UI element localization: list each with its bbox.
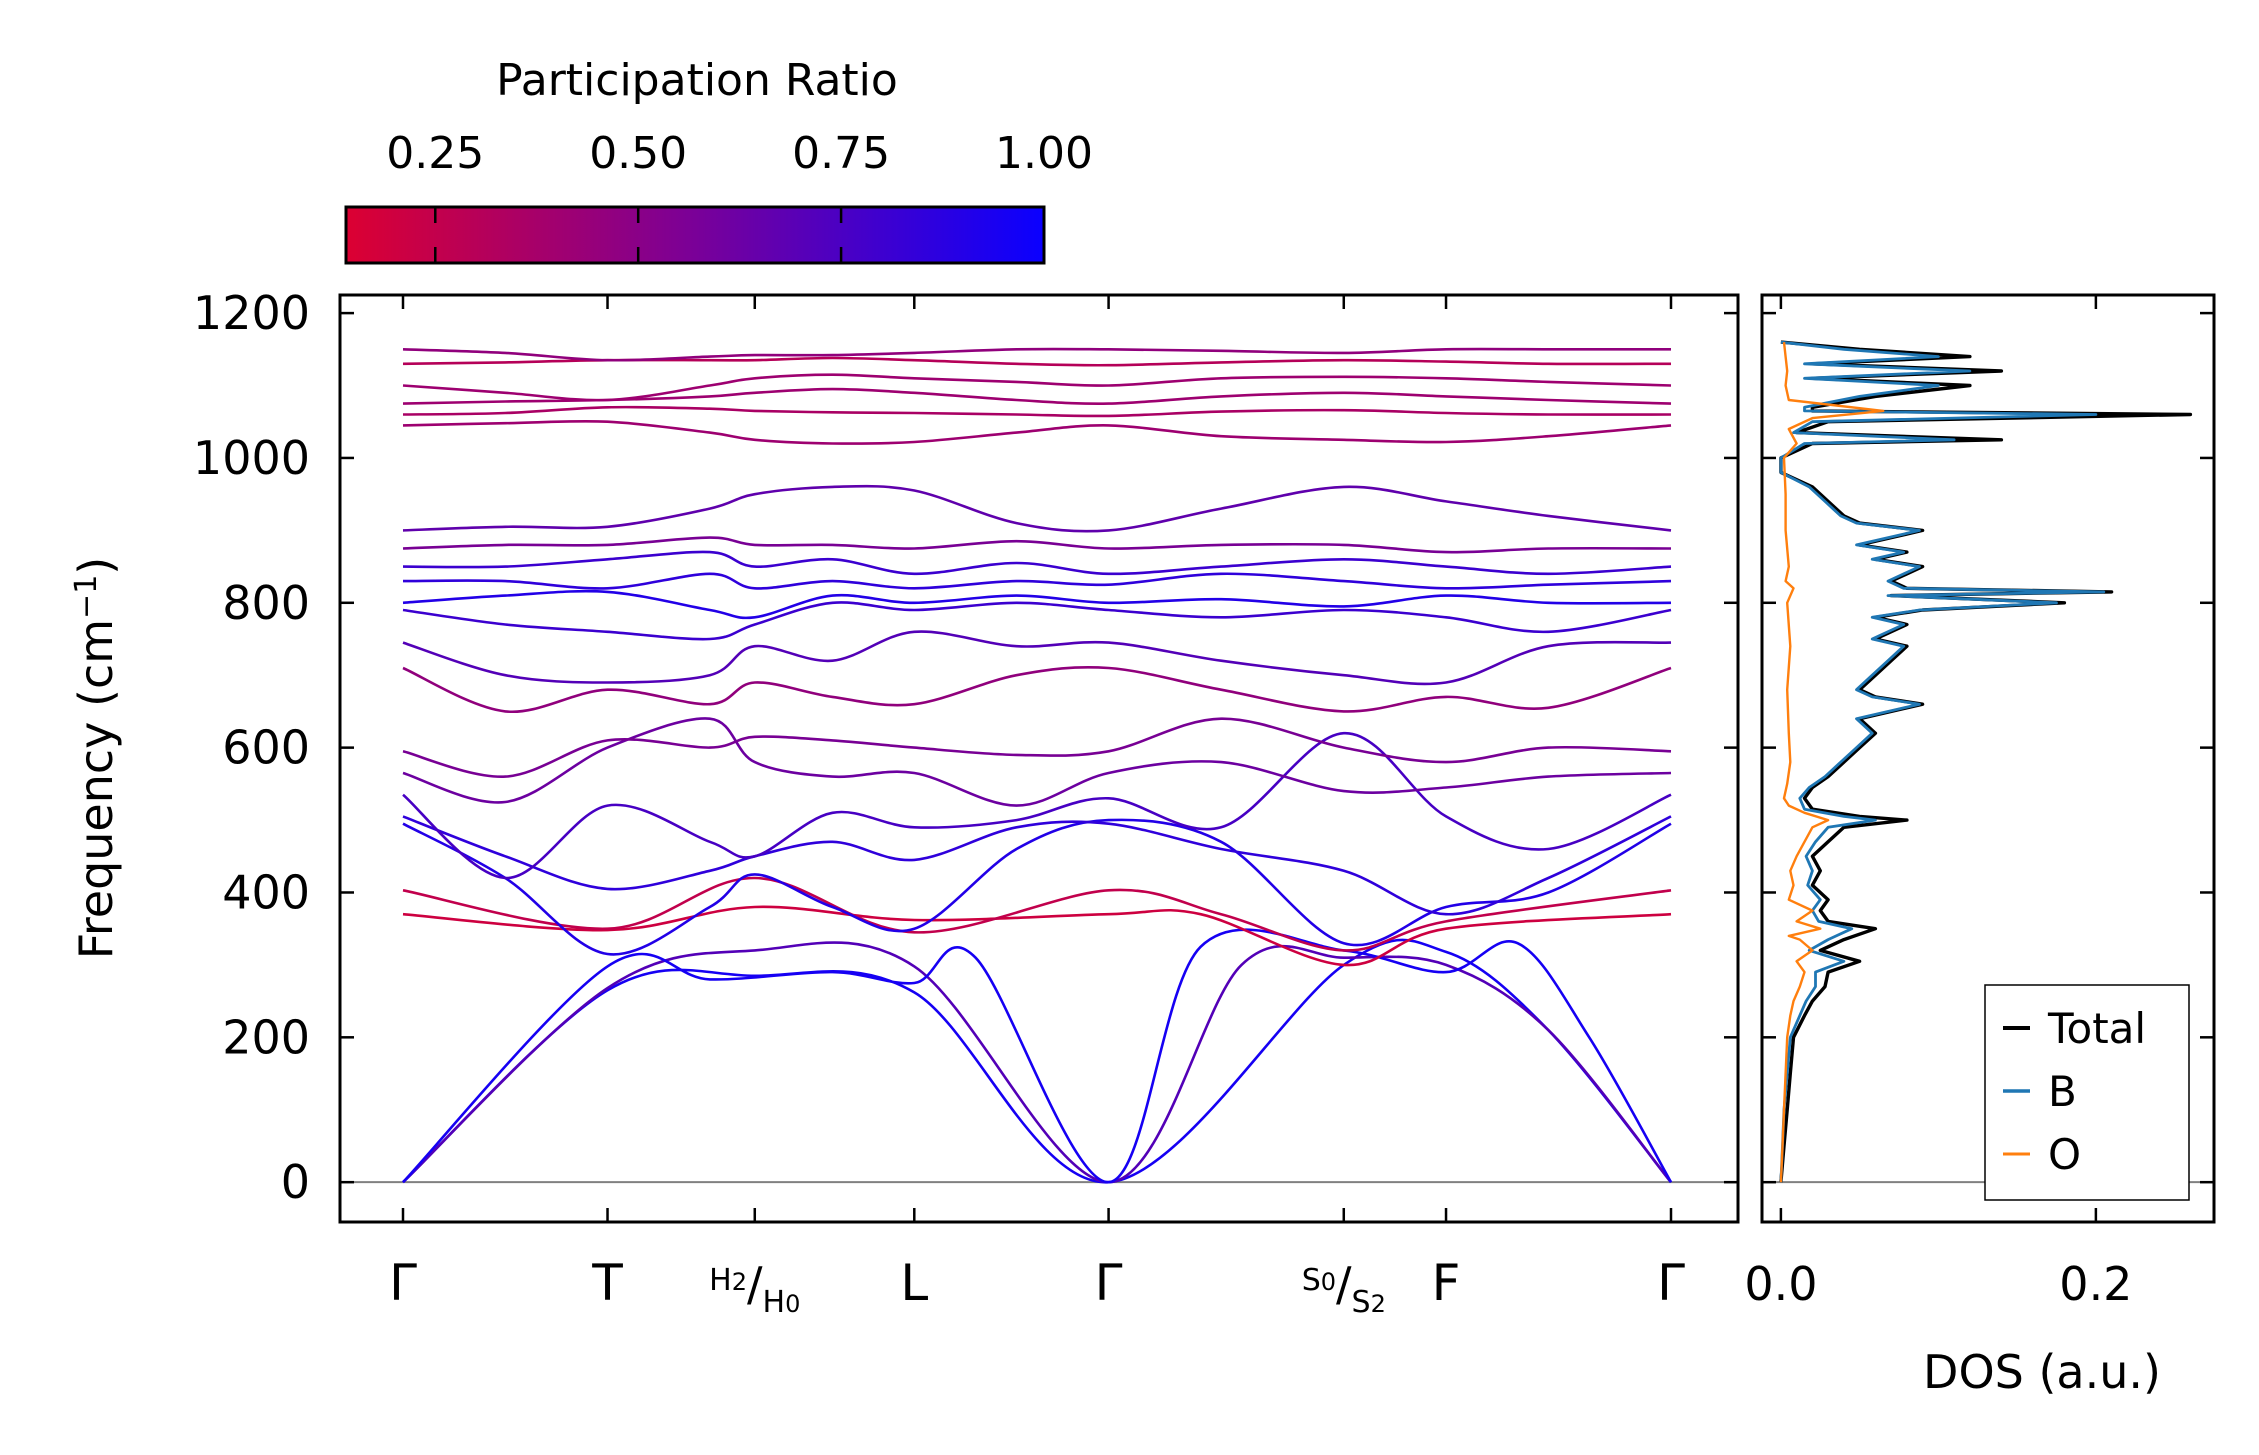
y-tick-label: 200 xyxy=(222,1010,310,1064)
phonon-band xyxy=(402,387,1672,405)
y-tick-label: 0 xyxy=(281,1155,310,1209)
phonon-band xyxy=(402,731,1672,880)
phonon-band xyxy=(402,484,1672,533)
phonon-band xyxy=(402,630,1672,686)
phonon-band xyxy=(402,589,1672,620)
colorbar: Participation Ratio 0.25 0.50 0.75 1.00 xyxy=(344,55,1093,265)
legend-label: B xyxy=(2048,1067,2077,1116)
dos-x-tick-label: 0.0 xyxy=(1744,1257,1817,1311)
phonon-band xyxy=(402,938,1673,1184)
y-tick-label: 400 xyxy=(222,865,310,919)
phonon-band xyxy=(402,717,1672,807)
band-structure-panel: 0 200 400 600 800 1000 1200 Γ T H2/H0 L Γ S0/S2 F Γ F… xyxy=(69,286,1740,1320)
legend-label: Total xyxy=(2047,1004,2146,1053)
phonon-band xyxy=(402,601,1672,641)
phonon-band xyxy=(402,572,1672,590)
colorbar-tick-label: 0.50 xyxy=(589,128,687,179)
phonon-band xyxy=(402,536,1672,554)
colorbar-tick-label: 1.00 xyxy=(995,128,1093,179)
phonon-band xyxy=(402,373,1672,402)
dos-x-axis-label: DOS (a.u.) xyxy=(1923,1345,2161,1399)
legend: Total BO xyxy=(1984,984,2190,1201)
k-point-label: Γ xyxy=(1095,1254,1123,1312)
k-point-label: Γ xyxy=(1657,1254,1685,1312)
y-tick-label: 600 xyxy=(222,721,310,775)
y-tick-label: 1200 xyxy=(193,286,310,340)
k-point-label: Γ xyxy=(389,1254,417,1312)
legend-label: O xyxy=(2048,1130,2081,1179)
phonon-band xyxy=(402,419,1672,445)
phonon-band xyxy=(402,550,1672,576)
dos-frame xyxy=(1760,293,2216,1224)
y-tick-label: 800 xyxy=(222,576,310,630)
k-point-label: L xyxy=(900,1254,928,1312)
k-point-label: S0/S2 xyxy=(1302,1257,1386,1320)
phonon-band xyxy=(402,665,1672,714)
y-tick-label: 1000 xyxy=(193,431,310,485)
colorbar-title: Participation Ratio xyxy=(496,55,898,106)
phonon-band xyxy=(402,876,1672,952)
dos-curve-b xyxy=(1779,340,2106,1183)
dos-x-tick-label: 0.2 xyxy=(2059,1257,2132,1311)
colorbar-gradient xyxy=(344,205,1046,265)
colorbar-tick-label: 0.75 xyxy=(792,128,890,179)
phonon-band xyxy=(402,928,1673,1184)
phonon-band xyxy=(402,717,1672,778)
colorbar-tick-label: 0.25 xyxy=(386,128,484,179)
phonon-band xyxy=(402,347,1671,362)
y-axis-label: Frequency (cm−1) xyxy=(69,557,123,960)
phonon-band xyxy=(402,818,1672,956)
dos-curve-total xyxy=(1779,340,2193,1183)
phonon-band xyxy=(402,905,1672,967)
k-point-label: H2/H0 xyxy=(709,1257,800,1320)
band-structure-frame xyxy=(338,293,1740,1224)
k-point-label: F xyxy=(1432,1254,1461,1312)
dos-curve-o xyxy=(1779,341,1885,1183)
dos-panel: 0.0 0.2 DOS (a.u.) Total BO xyxy=(1744,293,2216,1399)
phonon-band xyxy=(402,815,1672,916)
phonon-band xyxy=(402,405,1672,418)
k-point-label: T xyxy=(591,1254,623,1312)
